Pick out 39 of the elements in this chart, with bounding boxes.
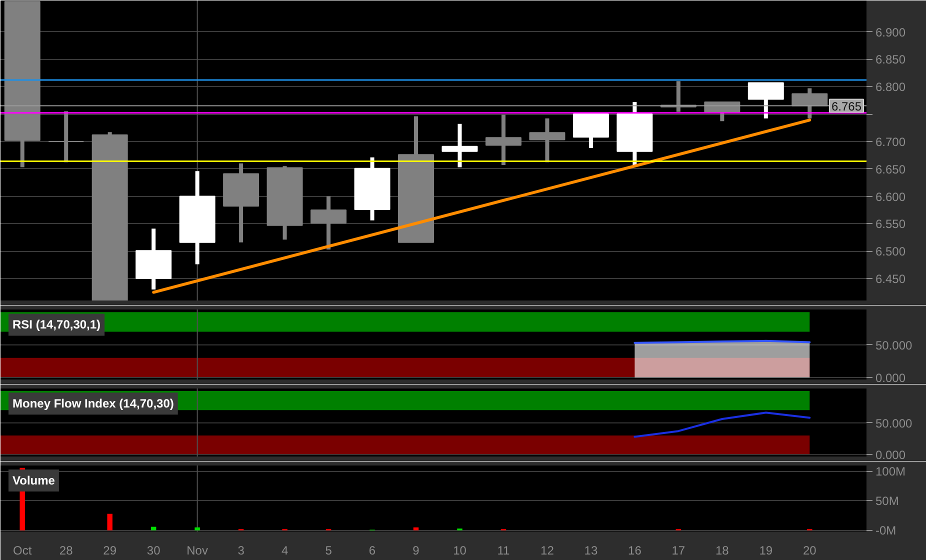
- text: Money Flow Index (14,70,30): [12, 396, 174, 411]
- x-tick-label: 9: [412, 544, 420, 558]
- y-tick-label: -0M: [876, 523, 896, 538]
- x-tick-label: 4: [281, 544, 288, 558]
- x-tick-label: Oct: [13, 544, 32, 558]
- y-tick-label: 6.850: [876, 52, 906, 67]
- y-tick-label: 100M: [876, 464, 906, 478]
- x-tick-label: 11: [497, 544, 510, 558]
- x-tick-label: 18: [715, 544, 730, 558]
- y-tick-label: 50M: [876, 494, 899, 508]
- x-tick-label: 6: [368, 544, 376, 558]
- y-tick-label: 6.600: [876, 190, 906, 204]
- y-tick-label: 6.550: [876, 217, 906, 232]
- x-tick-label: 5: [325, 544, 332, 558]
- text: RSI (14,70,30,1): [12, 318, 101, 332]
- ref-line-label: 6.765: [831, 99, 862, 114]
- y-tick-label: 50.000: [876, 416, 913, 430]
- x-tick-label: 12: [540, 544, 554, 558]
- x-tick-label: 16: [628, 544, 642, 558]
- x-tick-label: 3: [238, 544, 245, 558]
- x-tick-label: 20: [802, 544, 817, 558]
- x-tick-label: 19: [759, 544, 773, 558]
- y-tick-label: 0.000: [876, 371, 906, 386]
- x-tick-label: 30: [146, 544, 161, 558]
- y-tick-label: 6.500: [876, 244, 906, 259]
- x-tick-label: 29: [103, 544, 117, 558]
- x-tick-label: Nov: [186, 544, 208, 558]
- x-tick-label: 10: [453, 544, 467, 558]
- text: Volume: [12, 473, 56, 488]
- y-tick-label: 6.450: [876, 272, 906, 286]
- y-tick-label: 50.000: [876, 338, 913, 352]
- y-tick-label: 6.900: [876, 25, 906, 40]
- x-tick-label: 28: [59, 544, 74, 558]
- y-tick-label: 0.000: [876, 448, 906, 462]
- y-tick-label: 6.650: [876, 162, 906, 176]
- x-tick-label: 17: [672, 544, 686, 558]
- y-tick-label: 6.700: [876, 134, 906, 149]
- y-tick-label: 6.800: [876, 80, 906, 94]
- x-tick-label: 13: [584, 544, 598, 558]
